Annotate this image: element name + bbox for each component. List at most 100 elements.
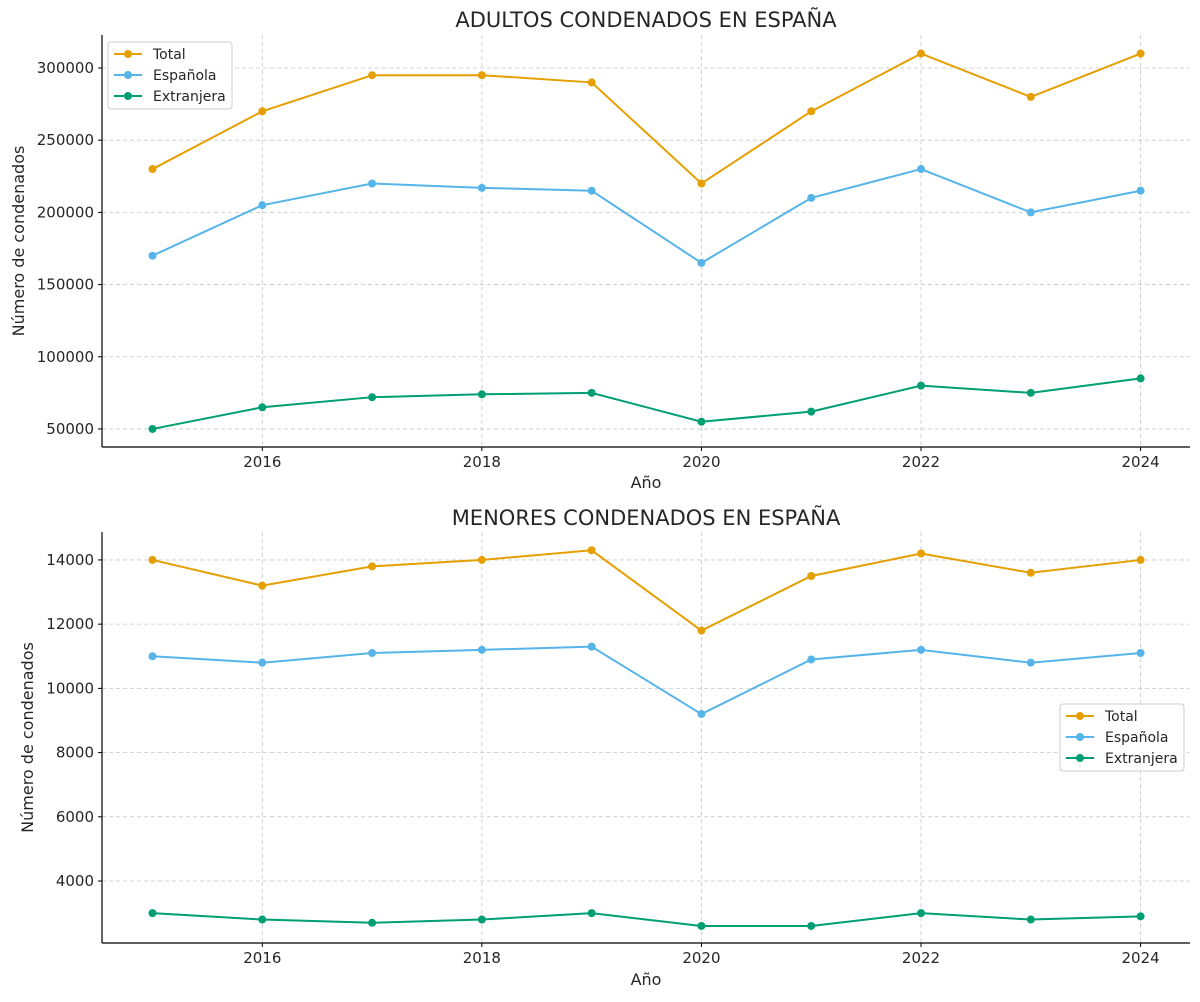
data-point xyxy=(368,649,377,658)
y-tick-label: 50000 xyxy=(46,420,94,438)
legend: Total Española Extranjera xyxy=(107,41,233,110)
legend-marker xyxy=(1076,754,1084,762)
data-point xyxy=(477,645,486,654)
legend-marker xyxy=(1076,733,1084,741)
legend-label: Española xyxy=(1105,730,1169,746)
data-point xyxy=(368,179,377,188)
data-point xyxy=(1136,374,1145,383)
data-point xyxy=(917,381,926,390)
x-tick-label: 2022 xyxy=(902,949,940,967)
data-point xyxy=(477,915,486,924)
legend-marker xyxy=(124,50,132,58)
series-line xyxy=(152,52,1141,185)
subplot-2: 2016 2018 2020 2022 2024 4000 6000 8000 10000 120… xyxy=(18,504,1190,989)
x-tick-label: 2024 xyxy=(1122,453,1160,471)
data-point xyxy=(807,655,816,664)
series-total xyxy=(148,546,1145,635)
data-point xyxy=(587,546,596,555)
data-point xyxy=(697,710,706,719)
data-point xyxy=(807,571,816,580)
series-española xyxy=(148,642,1145,719)
data-point xyxy=(697,417,706,426)
y-axis-label: Número de condenados xyxy=(9,146,28,337)
data-point xyxy=(1136,912,1145,921)
series-extranjera xyxy=(148,374,1145,433)
data-point xyxy=(587,78,596,87)
series-line xyxy=(152,645,1141,716)
x-tick-label: 2020 xyxy=(682,453,720,471)
y-tick-label: 4000 xyxy=(56,872,94,890)
data-point xyxy=(1026,92,1035,101)
data-point xyxy=(1026,388,1035,397)
x-tick-label: 2024 xyxy=(1122,949,1160,967)
x-tick-label: 2016 xyxy=(243,949,281,967)
y-tick-label: 250000 xyxy=(37,131,94,149)
data-point xyxy=(148,251,157,260)
y-tick-label: 12000 xyxy=(46,615,94,633)
series-line xyxy=(152,912,1141,927)
data-point xyxy=(807,921,816,930)
legend-box xyxy=(107,41,233,110)
data-point xyxy=(258,403,267,412)
y-axis-label: Número de condenados xyxy=(18,642,37,833)
data-point xyxy=(807,107,816,116)
data-point xyxy=(1136,555,1145,564)
series-extranjera xyxy=(148,909,1145,930)
y-tick-label: 100000 xyxy=(37,348,94,366)
subplot-1: 2016 2018 2020 2022 2024 50000 100000 150000 200… xyxy=(9,6,1190,492)
data-point xyxy=(587,642,596,651)
x-tick-label: 2022 xyxy=(902,453,940,471)
data-point xyxy=(368,918,377,927)
data-point xyxy=(477,183,486,192)
data-point xyxy=(697,179,706,188)
legend-box xyxy=(1059,703,1185,772)
data-point xyxy=(917,909,926,918)
x-tick-label: 2018 xyxy=(463,949,501,967)
series-total xyxy=(148,49,1145,188)
legend-label: Total xyxy=(1104,709,1138,725)
legend-label: Española xyxy=(153,68,217,84)
data-point xyxy=(258,201,267,210)
data-point xyxy=(697,258,706,267)
legend-label: Total xyxy=(152,47,186,63)
data-point xyxy=(587,186,596,195)
legend-marker xyxy=(1076,712,1084,720)
legend-label: Extranjera xyxy=(153,89,226,105)
data-point xyxy=(697,921,706,930)
data-point xyxy=(1136,49,1145,58)
data-point xyxy=(148,555,157,564)
data-point xyxy=(1026,208,1035,217)
data-point xyxy=(697,626,706,635)
data-point xyxy=(148,165,157,174)
x-axis-label: Año xyxy=(631,970,662,989)
data-point xyxy=(917,549,926,558)
x-axis-label: Año xyxy=(631,473,662,492)
data-point xyxy=(587,388,596,397)
legend-marker xyxy=(124,92,132,100)
data-point xyxy=(258,581,267,590)
data-point xyxy=(148,424,157,433)
data-point xyxy=(477,390,486,399)
data-point xyxy=(587,909,596,918)
chart-title: ADULTOS CONDENADOS EN ESPAÑA xyxy=(455,6,837,32)
y-tick-label: 300000 xyxy=(37,59,94,77)
series-line xyxy=(152,549,1141,632)
series-line xyxy=(152,377,1141,430)
x-tick-label: 2018 xyxy=(463,453,501,471)
data-point xyxy=(807,193,816,202)
series-española xyxy=(148,165,1145,267)
y-tick-label: 10000 xyxy=(46,679,94,697)
data-point xyxy=(368,393,377,402)
data-point xyxy=(1136,649,1145,658)
x-tick-label: 2016 xyxy=(243,453,281,471)
y-tick-label: 8000 xyxy=(56,744,94,762)
x-tick-label: 2020 xyxy=(682,949,720,967)
data-point xyxy=(368,71,377,80)
data-point xyxy=(807,407,816,416)
data-point xyxy=(917,49,926,58)
legend-marker xyxy=(124,71,132,79)
data-point xyxy=(1136,186,1145,195)
y-tick-label: 6000 xyxy=(56,808,94,826)
data-point xyxy=(917,645,926,654)
data-point xyxy=(1026,658,1035,667)
